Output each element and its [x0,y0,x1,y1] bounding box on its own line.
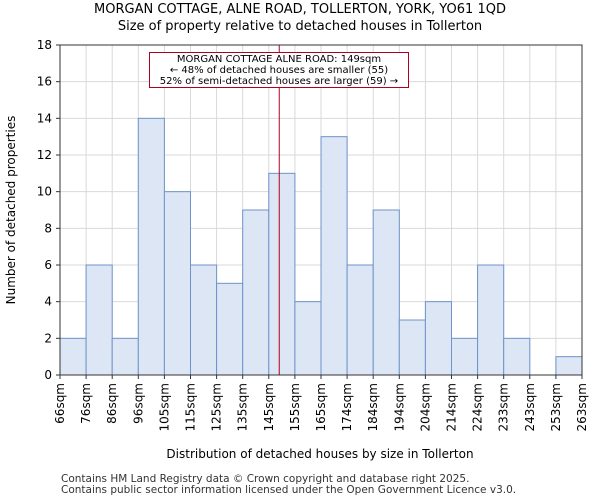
x-tick-label: 233sqm [497,383,511,431]
footer-licence: Contains public sector information licen… [61,484,517,496]
bar-135sqm [242,209,270,376]
x-tick-label: 76sqm [79,383,93,424]
x-tick-label: 125sqm [210,383,224,431]
y-axis-label: Number of detached properties [4,116,18,305]
bars [59,117,583,376]
x-tick-label: 115sqm [184,383,198,431]
bar-165sqm [320,136,348,376]
x-tick-label: 194sqm [392,383,406,431]
bar-233sqm [503,337,531,376]
chart-title: MORGAN COTTAGE, ALNE ROAD, TOLLERTON, YO… [94,2,506,17]
bar-66sqm [59,337,87,376]
bar-224sqm [477,264,505,376]
y-tick-labels: 0 2 4 6 8 10 12 14 16 18 [37,38,60,382]
bar-214sqm [451,337,479,376]
bar-253sqm [555,356,583,376]
annotation-line-3: 52% of semi-detached houses are larger (… [159,76,399,87]
x-axis-label: Distribution of detached houses by size … [166,447,473,461]
bar-174sqm [346,264,374,376]
x-tick-label: 105sqm [157,383,171,431]
x-tick-label: 174sqm [340,383,354,431]
y-tick-label: 2 [44,331,52,345]
x-tick-label: 214sqm [445,383,459,431]
annotation-line-1: MORGAN COTTAGE ALNE ROAD: 149sqm [176,54,382,65]
y-tick-label: 0 [44,368,52,382]
x-tick-label: 135sqm [236,383,250,431]
bar-204sqm [424,301,452,376]
x-tick-label: 253sqm [549,383,563,431]
bar-115sqm [190,264,218,376]
bar-184sqm [372,209,400,376]
x-tick-labels: 66sqm 76sqm 86sqm 96sqm 105sqm 115sqm 125sqm 13… [53,375,589,431]
y-tick-label: 8 [44,221,52,235]
x-tick-label: 224sqm [471,383,485,431]
x-tick-label: 204sqm [418,383,432,431]
annotation-box: MORGAN COTTAGE ALNE ROAD: 149sqm ← 48% o… [149,52,409,88]
y-tick-label: 18 [37,38,52,52]
bar-105sqm [163,191,191,376]
bar-194sqm [398,319,426,376]
bar-145sqm [268,172,296,376]
x-tick-label: 145sqm [262,383,276,431]
x-tick-label: 86sqm [105,383,119,424]
chart-subtitle: Size of property relative to detached ho… [117,19,483,34]
bar-86sqm [111,337,139,376]
bar-125sqm [216,282,244,376]
x-tick-label: 263sqm [575,383,589,431]
bar-155sqm [294,301,322,376]
x-tick-label: 184sqm [366,383,380,431]
annotation-line-2: ← 48% of detached houses are smaller (55… [169,65,389,76]
x-tick-label: 243sqm [523,383,537,431]
y-tick-label: 14 [37,111,52,125]
x-tick-label: 155sqm [288,383,302,431]
y-tick-label: 10 [37,185,52,199]
x-tick-label: 96sqm [131,383,145,424]
x-tick-label: 165sqm [314,383,328,431]
bar-76sqm [85,264,113,376]
footer-copyright: Contains HM Land Registry data © Crown c… [61,473,470,485]
y-tick-label: 4 [44,295,52,309]
y-tick-label: 12 [37,148,52,162]
x-tick-label: 66sqm [53,383,67,424]
y-tick-label: 16 [37,75,52,89]
bar-96sqm [137,117,165,376]
y-tick-label: 6 [44,258,52,272]
